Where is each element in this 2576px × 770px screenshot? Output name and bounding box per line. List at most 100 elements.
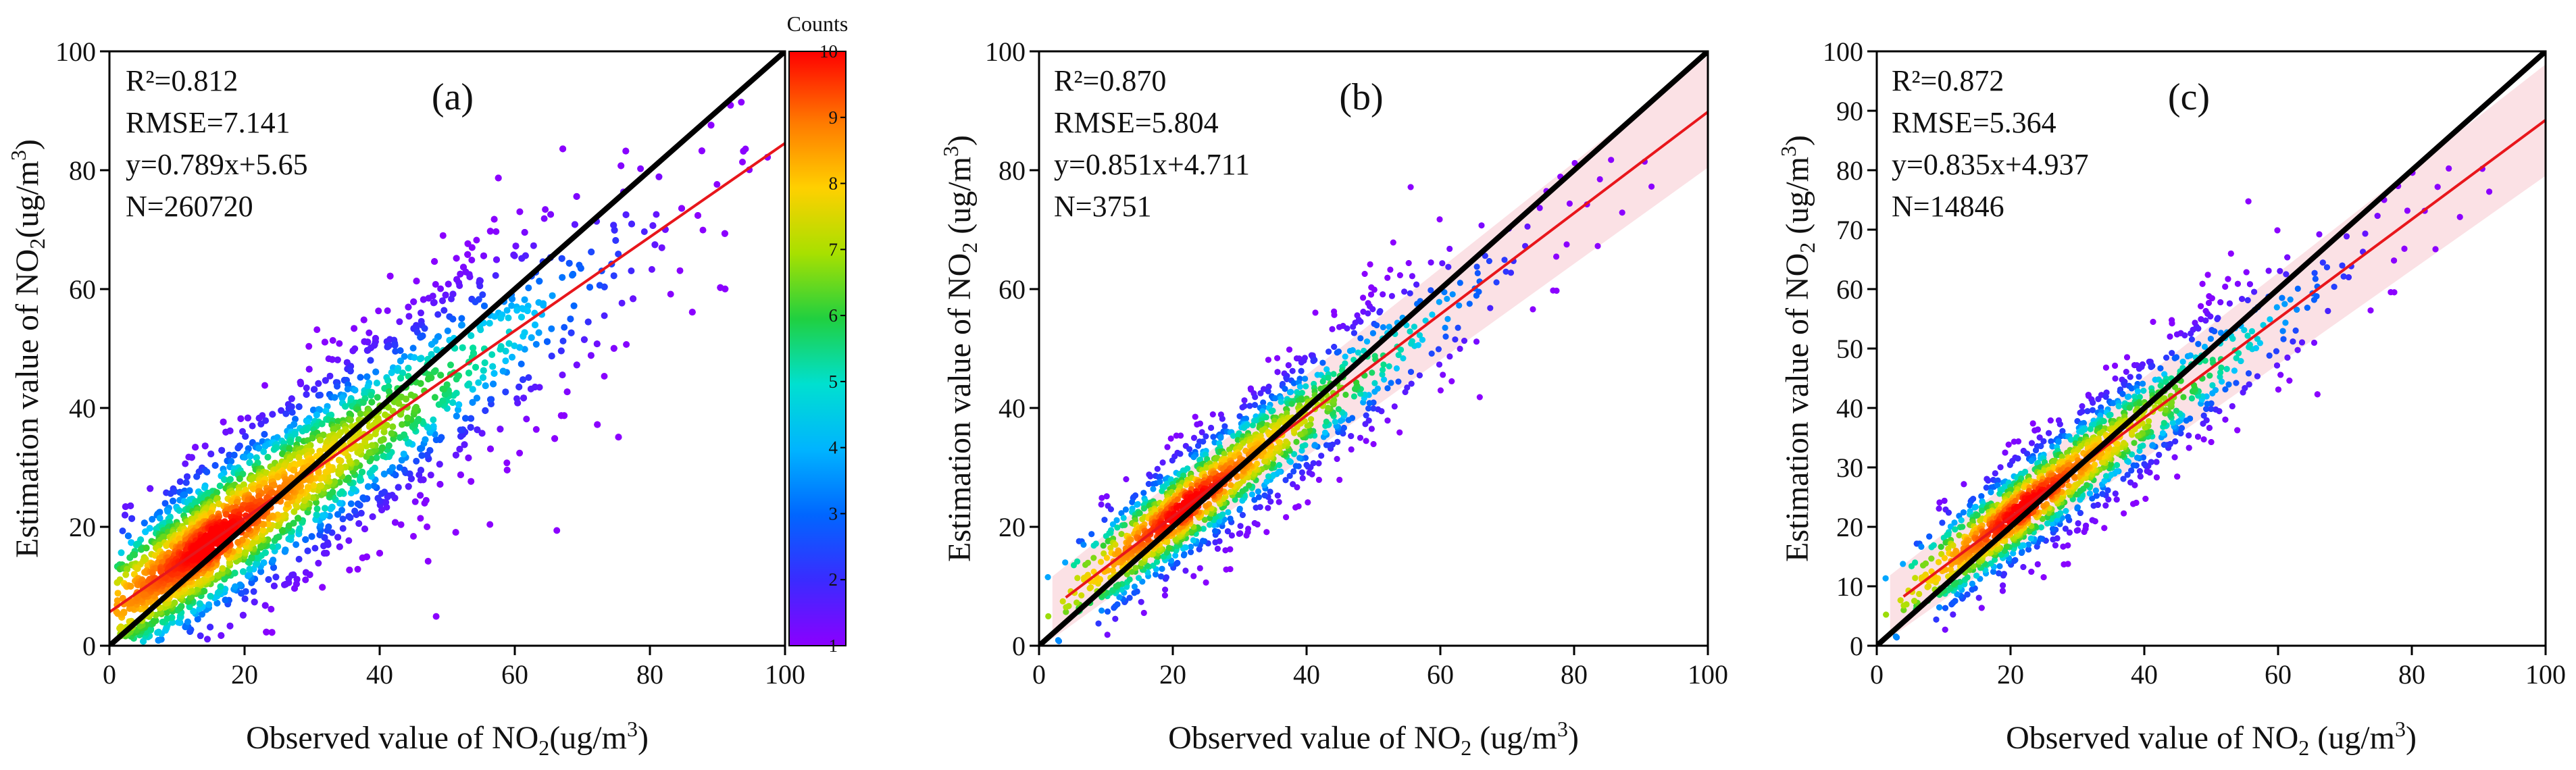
data-point bbox=[361, 525, 368, 533]
data-point bbox=[493, 256, 500, 263]
data-point bbox=[495, 174, 502, 182]
data-point bbox=[453, 255, 460, 262]
data-point bbox=[548, 353, 555, 360]
data-point bbox=[378, 490, 386, 497]
data-point bbox=[331, 394, 338, 401]
data-point bbox=[334, 534, 342, 541]
data-point bbox=[452, 451, 459, 459]
data-point bbox=[113, 579, 121, 586]
data-point bbox=[138, 546, 145, 553]
data-point bbox=[437, 371, 445, 379]
data-point bbox=[120, 609, 128, 616]
data-point bbox=[558, 255, 565, 262]
data-point bbox=[464, 251, 472, 258]
data-point bbox=[431, 394, 438, 401]
data-point bbox=[490, 215, 498, 223]
data-point bbox=[197, 632, 204, 640]
data-point bbox=[285, 522, 293, 530]
data-point bbox=[557, 347, 565, 355]
data-point bbox=[517, 360, 525, 367]
data-point bbox=[457, 270, 464, 278]
data-point bbox=[401, 353, 408, 360]
data-point bbox=[305, 342, 313, 350]
data-point bbox=[239, 470, 247, 478]
data-point bbox=[193, 473, 201, 480]
data-point bbox=[502, 357, 509, 365]
data-point bbox=[184, 473, 191, 480]
data-point bbox=[623, 341, 630, 348]
data-point bbox=[184, 618, 191, 625]
data-point bbox=[368, 442, 376, 449]
data-point bbox=[472, 299, 479, 305]
data-point bbox=[232, 583, 238, 590]
data-point bbox=[288, 409, 296, 416]
data-point bbox=[465, 369, 472, 377]
data-point bbox=[434, 311, 442, 318]
data-point bbox=[201, 442, 209, 450]
data-point bbox=[486, 228, 494, 235]
data-point bbox=[273, 534, 280, 542]
data-point bbox=[549, 292, 556, 299]
data-point bbox=[264, 453, 272, 461]
data-point bbox=[346, 566, 353, 573]
data-point bbox=[640, 228, 648, 235]
data-point bbox=[536, 278, 543, 285]
data-point bbox=[368, 392, 375, 399]
data-point bbox=[588, 249, 595, 255]
data-point bbox=[315, 559, 322, 567]
data-point bbox=[658, 244, 665, 251]
data-point bbox=[315, 482, 323, 490]
data-point bbox=[319, 512, 326, 519]
data-point bbox=[551, 435, 559, 442]
data-point bbox=[739, 158, 746, 165]
data-point bbox=[430, 299, 437, 307]
data-point bbox=[293, 575, 301, 583]
data-point bbox=[676, 267, 684, 274]
data-point bbox=[386, 272, 394, 280]
data-point bbox=[199, 611, 205, 618]
data-point bbox=[532, 340, 540, 348]
data-point bbox=[338, 394, 346, 402]
fit-line-a bbox=[109, 142, 785, 613]
data-point bbox=[328, 503, 336, 511]
data-point bbox=[248, 554, 255, 561]
data-point bbox=[249, 485, 257, 492]
data-point bbox=[497, 426, 504, 433]
data-point bbox=[207, 592, 214, 600]
data-point bbox=[334, 382, 340, 390]
data-point bbox=[433, 346, 440, 353]
data-point bbox=[114, 590, 122, 597]
data-point bbox=[149, 515, 156, 523]
data-point bbox=[586, 284, 593, 291]
data-point bbox=[222, 596, 229, 604]
data-point bbox=[405, 313, 413, 320]
data-point bbox=[196, 578, 203, 585]
data-point bbox=[176, 478, 184, 486]
x-ticks-a: 0 20 40 60 80 100 bbox=[103, 646, 805, 690]
data-point bbox=[528, 334, 535, 341]
data-point bbox=[339, 525, 347, 532]
data-point bbox=[178, 602, 185, 610]
data-point bbox=[418, 452, 426, 459]
data-point bbox=[521, 296, 528, 303]
data-point bbox=[397, 434, 403, 441]
data-point bbox=[236, 475, 243, 482]
data-point bbox=[384, 343, 391, 351]
data-point bbox=[430, 368, 438, 376]
data-point bbox=[259, 527, 267, 534]
data-point bbox=[237, 415, 245, 422]
data-point bbox=[472, 363, 479, 371]
data-point bbox=[740, 147, 747, 155]
data-point bbox=[418, 467, 424, 474]
data-point bbox=[618, 299, 626, 307]
data-point bbox=[410, 533, 417, 540]
data-point bbox=[455, 406, 461, 413]
data-point bbox=[226, 427, 234, 434]
data-point bbox=[502, 388, 509, 396]
data-point bbox=[249, 422, 256, 430]
data-point bbox=[365, 449, 373, 457]
data-point bbox=[326, 491, 333, 498]
data-point bbox=[334, 511, 341, 518]
data-point bbox=[249, 540, 256, 547]
